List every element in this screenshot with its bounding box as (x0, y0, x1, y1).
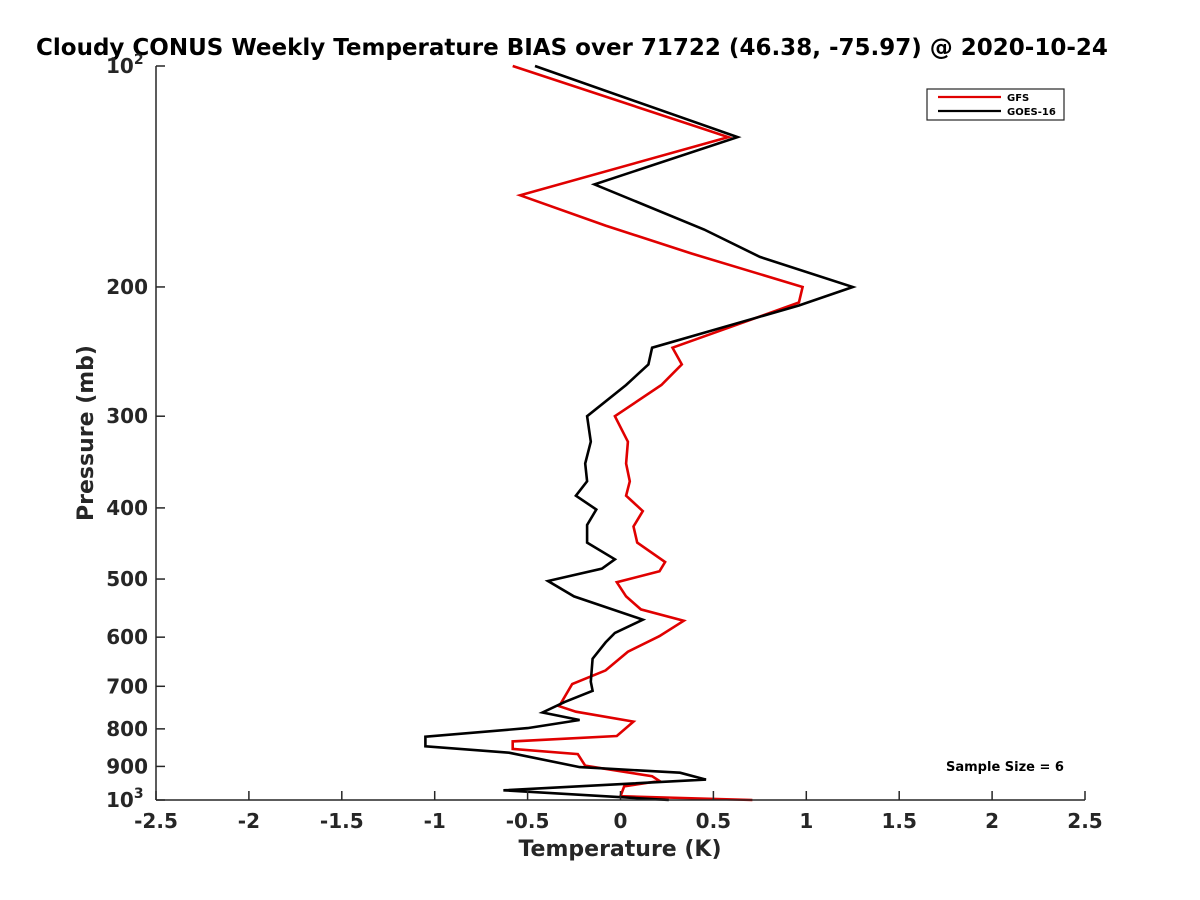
x-tick-label: -1 (424, 809, 446, 833)
y-axis-label: Pressure (mb) (74, 345, 99, 521)
x-axis-ticks: -2.5 -2 -1.5 -1 -0.5 0 0.5 1 1.5 2 2.5 (134, 791, 1103, 833)
series-layer (424, 64, 857, 802)
legend-label-goes16: GOES-16 (1007, 107, 1056, 118)
legend-label-gfs: GFS (1007, 93, 1029, 104)
legend: GFS GOES-16 (926, 88, 1065, 121)
x-tick-label: -1.5 (320, 809, 364, 833)
x-tick-label: 2 (985, 809, 999, 833)
y-axis-ticks: 102 200 300 400 500 600 700 800 900 103 (106, 52, 165, 812)
x-tick-label: 1 (799, 809, 813, 833)
sample-size-annotation: Sample Size = 6 (946, 760, 1064, 775)
x-axis-label: Temperature (K) (518, 837, 721, 862)
x-tick-label: -2 (238, 809, 260, 833)
y-tick-label: 700 (106, 674, 148, 698)
x-tick-label: -2.5 (134, 809, 178, 833)
y-tick-label: 200 (106, 275, 148, 299)
y-tick-label: 300 (106, 404, 148, 428)
y-tick-label: 600 (106, 625, 148, 649)
y-tick-label: 900 (106, 754, 148, 778)
y-tick-label: 800 (106, 717, 148, 741)
x-tick-label: 0.5 (696, 809, 731, 833)
chart-title: Cloudy CONUS Weekly Temperature BIAS ove… (36, 35, 1108, 61)
x-tick-label: -0.5 (506, 809, 550, 833)
y-tick-label: 103 (106, 786, 144, 812)
x-tick-label: 1.5 (881, 809, 916, 833)
y-tick-label: 500 (106, 567, 148, 591)
series-line-goes16 (424, 64, 857, 802)
x-tick-label: 0 (614, 809, 628, 833)
legend-box (926, 88, 1065, 121)
series-line-gfs (511, 64, 805, 802)
y-tick-label: 400 (106, 496, 148, 520)
y-tick-label: 102 (106, 52, 144, 78)
x-tick-label: 2.5 (1067, 809, 1102, 833)
